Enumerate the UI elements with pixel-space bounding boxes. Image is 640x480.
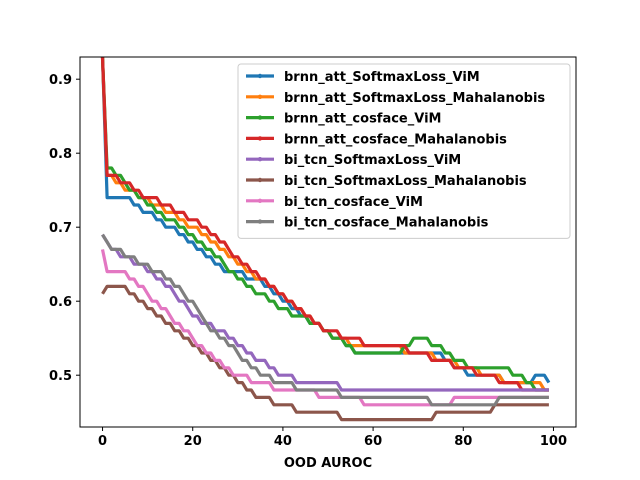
legend-label: brnn_att_SoftmaxLoss_Mahalanobis (284, 91, 545, 106)
x-axis: 0 20 40 60 80 100 (98, 427, 567, 449)
x-tick-label: 100 (540, 434, 567, 449)
legend-marker (257, 136, 263, 141)
y-tick-label: 0.8 (49, 147, 72, 162)
y-tick-label: 0.6 (49, 295, 72, 310)
legend-label: bi_tcn_cosface_ViM (284, 195, 423, 210)
series-line-6 (100, 249, 549, 407)
x-tick-label: 80 (454, 434, 472, 449)
x-tick-label: 40 (274, 434, 292, 449)
legend-label: brnn_att_SoftmaxLoss_ViM (284, 70, 480, 85)
series-layer (100, 57, 551, 422)
legend-label: bi_tcn_cosface_Mahalanobis (284, 216, 489, 231)
legend-label: bi_tcn_SoftmaxLoss_Mahalanobis (284, 174, 527, 189)
y-tick-label: 0.5 (49, 369, 72, 384)
legend-label: brnn_att_cosface_Mahalanobis (284, 132, 507, 147)
legend-marker (257, 157, 263, 162)
y-tick-label: 0.9 (49, 73, 72, 88)
series-line-5 (101, 284, 549, 422)
series-line-7 (101, 233, 549, 407)
legend-marker (257, 115, 263, 120)
series-line-3 (100, 57, 549, 392)
y-axis: 0.5 0.6 0.7 0.8 0.9 (49, 73, 80, 384)
legend: brnn_att_SoftmaxLoss_ViM brnn_att_Softmax… (237, 63, 571, 239)
legend-marker (257, 73, 263, 79)
y-tick-label: 0.7 (49, 221, 72, 236)
x-tick-label: 60 (364, 434, 382, 449)
legend-marker (257, 219, 263, 224)
legend-marker (257, 94, 263, 100)
legend-marker (257, 177, 263, 183)
legend-label: bi_tcn_SoftmaxLoss_ViM (284, 153, 461, 168)
x-tick-label: 20 (184, 434, 202, 449)
x-tick-label: 0 (98, 434, 107, 449)
x-axis-label: OOD AUROC (284, 456, 372, 471)
legend-marker (257, 198, 263, 203)
legend-label: brnn_att_cosface_ViM (284, 112, 441, 127)
plot-frame (79, 56, 577, 428)
series-line-4 (101, 233, 549, 392)
legend-box (237, 63, 571, 239)
